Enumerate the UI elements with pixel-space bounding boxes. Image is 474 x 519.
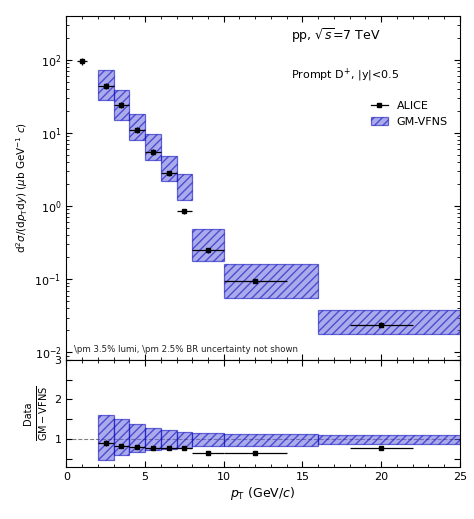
Text: pp, $\sqrt{s}$=7 TeV: pp, $\sqrt{s}$=7 TeV [291,26,380,45]
Bar [98,70,114,100]
Bar [224,264,318,298]
Bar [129,424,145,453]
Y-axis label: d$^{2}\sigma$/(d$p_{\mathrm{T}}$d$y$) ($\mu$b GeV$^{-1}$ $c$): d$^{2}\sigma$/(d$p_{\mathrm{T}}$d$y$) ($… [15,122,30,253]
Bar [176,432,192,448]
Bar [98,415,114,460]
Bar [192,229,224,261]
Text: Prompt D$^{+}$, |y|<0.5: Prompt D$^{+}$, |y|<0.5 [291,67,399,85]
Bar [114,418,129,455]
Bar [161,430,176,449]
Bar [161,156,176,181]
Bar [145,134,161,160]
Bar [318,435,460,444]
Bar [129,114,145,140]
Bar [224,434,318,446]
Bar [145,428,161,450]
Bar [192,433,224,446]
Y-axis label: Data
$\overline{\mathrm{GM-VFNS}}$: Data $\overline{\mathrm{GM-VFNS}}$ [23,386,50,441]
X-axis label: $p_{\mathrm{T}}$ (GeV/$c$): $p_{\mathrm{T}}$ (GeV/$c$) [230,485,296,502]
Legend: ALICE, GM-VFNS: ALICE, GM-VFNS [367,97,452,131]
Bar [176,174,192,200]
Text: \pm 3.5% lumi, \pm 2.5% BR uncertainty not shown: \pm 3.5% lumi, \pm 2.5% BR uncertainty n… [74,346,298,354]
Bar [318,310,460,334]
Bar [114,90,129,120]
